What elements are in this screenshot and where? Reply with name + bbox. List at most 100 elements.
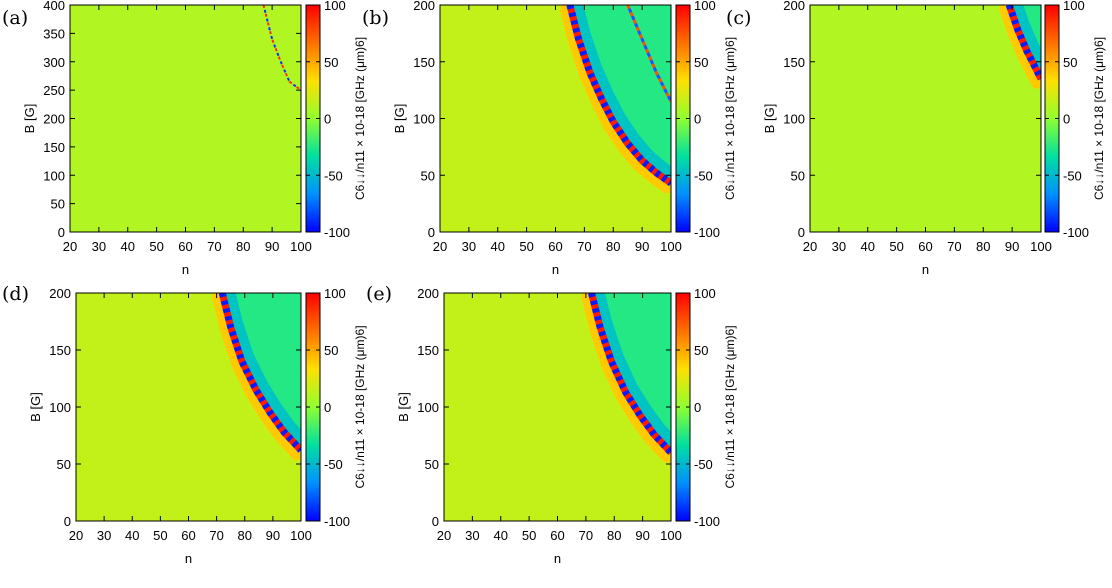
x-tick-label: 100 — [290, 239, 312, 254]
x-tick-label: 80 — [238, 528, 252, 543]
colorbar-tick-label: -50 — [324, 457, 343, 472]
x-tick-label: 90 — [265, 239, 279, 254]
heatmap-band-negative — [1008, 5, 1041, 79]
secondary-resonance-line — [626, 5, 671, 103]
colorbar-tick-label: -50 — [1063, 168, 1082, 183]
colorbar-tick-label: 100 — [694, 286, 716, 301]
colorbar-tick-label: -100 — [324, 514, 350, 529]
resonance-line — [262, 5, 301, 91]
y-tick-label: 150 — [49, 343, 71, 358]
heatmap-band-positive — [999, 5, 1041, 89]
x-tick-label: 80 — [976, 239, 990, 254]
panel-label: (e) — [366, 283, 392, 305]
y-tick-label: 350 — [43, 26, 65, 41]
y-axis-title: B [G] — [28, 392, 43, 422]
heatmap-field — [999, 5, 1041, 89]
heatmap-band-negative — [221, 293, 301, 451]
y-tick-label: 0 — [58, 225, 65, 240]
resonance-line — [588, 293, 671, 455]
x-tick-label: 30 — [832, 239, 846, 254]
colorbar-tick-label: 50 — [694, 55, 708, 70]
x-tick-label: 100 — [660, 528, 682, 543]
colorbar-tick-label: 0 — [324, 112, 331, 127]
y-tick-label: 200 — [417, 286, 439, 301]
heatmap-band-negative — [590, 293, 671, 453]
y-tick-label: 200 — [413, 0, 435, 13]
colorbar-title: C6↓↓/n11 × 10-18 [GHz (μm)6] — [723, 37, 737, 200]
x-tick-label: 20 — [69, 528, 83, 543]
x-tick-label: 70 — [577, 239, 591, 254]
x-tick-label: 90 — [266, 528, 280, 543]
x-tick-label: 80 — [606, 239, 620, 254]
heatmap-background — [70, 5, 301, 232]
colorbar-tick-label: 50 — [324, 343, 338, 358]
panel-d: 20 30 40 50 60 70 80 90 100 0 50 100 150 200 n B [G] (d)… — [2, 283, 367, 566]
panel-e: 20 30 40 50 60 70 80 90 100 0 50 100 150 200 n B [G] (e)… — [366, 283, 737, 566]
x-tick-label: 60 — [548, 239, 562, 254]
x-tick-label: 90 — [635, 239, 649, 254]
x-tick-label: 60 — [181, 528, 195, 543]
y-axis-title: B [G] — [762, 104, 777, 134]
colorbar-tick-label: 50 — [324, 55, 338, 70]
x-tick-label: 80 — [236, 239, 250, 254]
colorbar-tick-label: -100 — [324, 225, 350, 240]
colorbar-title: C6↓↓/n11 × 10-18 [GHz (μm)6] — [353, 37, 367, 200]
colorbar-tick-label: -100 — [694, 225, 720, 240]
y-axis-title: B [G] — [22, 104, 37, 134]
y-tick-label: 100 — [49, 400, 71, 415]
y-tick-label: 0 — [798, 225, 805, 240]
x-tick-label: 50 — [522, 528, 536, 543]
x-tick-label: 50 — [519, 239, 533, 254]
y-axis-title: B [G] — [392, 104, 407, 134]
x-tick-label: 30 — [97, 528, 111, 543]
y-tick-label: 250 — [43, 83, 65, 98]
colorbar-title: C6↓↓/n11 × 10-18 [GHz (μm)6] — [1092, 37, 1106, 200]
heatmap-band-positive — [212, 293, 301, 461]
x-tick-label: 40 — [491, 239, 505, 254]
x-tick-label: 70 — [207, 239, 221, 254]
resonance-line — [1005, 5, 1041, 81]
colorbar-title: C6↓↓/n11 × 10-18 [GHz (μm)6] — [353, 325, 367, 488]
x-axis-title: n — [922, 262, 929, 277]
colorbar-tick-label: 50 — [694, 343, 708, 358]
y-tick-label: 200 — [783, 0, 805, 13]
colorbar-tick-label: -100 — [694, 514, 720, 529]
y-tick-label: 150 — [43, 140, 65, 155]
heatmap-field — [559, 5, 671, 194]
x-tick-label: 20 — [803, 239, 817, 254]
y-tick-label: 100 — [783, 112, 805, 127]
colorbar-tick-label: -50 — [694, 168, 713, 183]
y-tick-label: 150 — [413, 55, 435, 70]
y-tick-label: 100 — [417, 400, 439, 415]
x-tick-label: 50 — [153, 528, 167, 543]
y-tick-label: 50 — [57, 457, 71, 472]
heatmap-band-positive — [559, 5, 671, 194]
y-tick-label: 50 — [51, 197, 65, 212]
x-tick-label: 20 — [433, 239, 447, 254]
x-tick-label: 40 — [125, 528, 139, 543]
x-tick-label: 20 — [63, 239, 77, 254]
y-tick-label: 400 — [43, 0, 65, 13]
x-tick-label: 70 — [209, 528, 223, 543]
heatmap-field — [262, 5, 301, 91]
y-tick-label: 200 — [43, 112, 65, 127]
colorbar-tick-label: 100 — [324, 0, 346, 13]
colorbar-tick-label: -50 — [324, 168, 343, 183]
panel-label: (c) — [726, 7, 751, 29]
x-tick-label: 60 — [918, 239, 932, 254]
y-tick-label: 100 — [413, 112, 435, 127]
panel-c: 20 30 40 50 60 70 80 90 100 0 50 100 150 200 n B [G] (c)… — [726, 0, 1106, 277]
colorbar-tick-label: 0 — [1063, 112, 1070, 127]
panel-a: 20 30 40 50 60 70 80 90 100 0 50 100 150 200 250 300 350… — [2, 0, 367, 277]
panel-b: 20 30 40 50 60 70 80 90 100 0 50 100 150 200 n B [G] (b)… — [362, 0, 737, 277]
x-axis-title: n — [185, 551, 192, 566]
y-tick-label: 150 — [417, 343, 439, 358]
x-tick-label: 100 — [290, 528, 312, 543]
resonance-line — [566, 5, 671, 187]
x-tick-label: 40 — [494, 528, 508, 543]
x-axis-title: n — [554, 551, 561, 566]
y-tick-label: 200 — [49, 286, 71, 301]
x-tick-label: 50 — [889, 239, 903, 254]
x-tick-label: 80 — [607, 528, 621, 543]
secondary-resonance-line — [626, 5, 671, 103]
